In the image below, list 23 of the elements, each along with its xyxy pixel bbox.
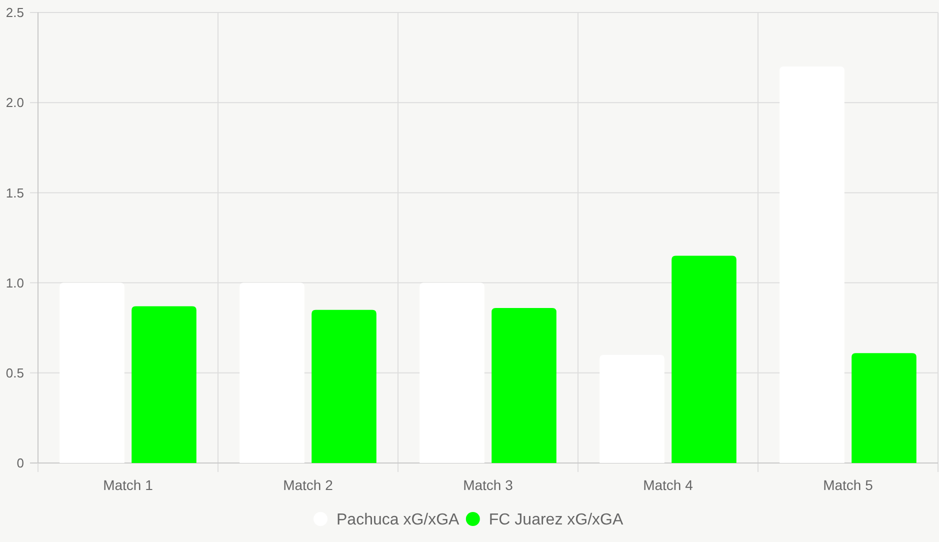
- y-tick-label: 2.5: [6, 5, 24, 20]
- bar: [600, 354, 664, 463]
- y-tick-label: 1.0: [6, 275, 24, 290]
- x-tick-label: Match 1: [103, 476, 154, 493]
- x-tick-label: Match 5: [823, 476, 874, 493]
- bar: [852, 353, 916, 463]
- legend-label: Pachuca xG/xGA: [336, 512, 460, 529]
- x-tick-label: Match 2: [283, 476, 334, 493]
- x-tick-label: Match 3: [463, 476, 514, 493]
- bar: [672, 256, 736, 463]
- legend-label: FC Juarez xG/xGA: [488, 512, 624, 529]
- bar: [60, 282, 124, 463]
- bar: [492, 308, 556, 463]
- bar: [312, 310, 376, 463]
- bar: [420, 282, 484, 463]
- bar: [780, 66, 844, 463]
- bar: [132, 306, 196, 463]
- y-tick-label: 0.5: [6, 365, 24, 380]
- x-tick-label: Match 4: [643, 476, 694, 493]
- bar: [240, 282, 304, 463]
- y-tick-label: 0: [16, 456, 24, 471]
- y-tick-label: 2.0: [6, 95, 24, 110]
- y-tick-label: 1.5: [6, 185, 24, 200]
